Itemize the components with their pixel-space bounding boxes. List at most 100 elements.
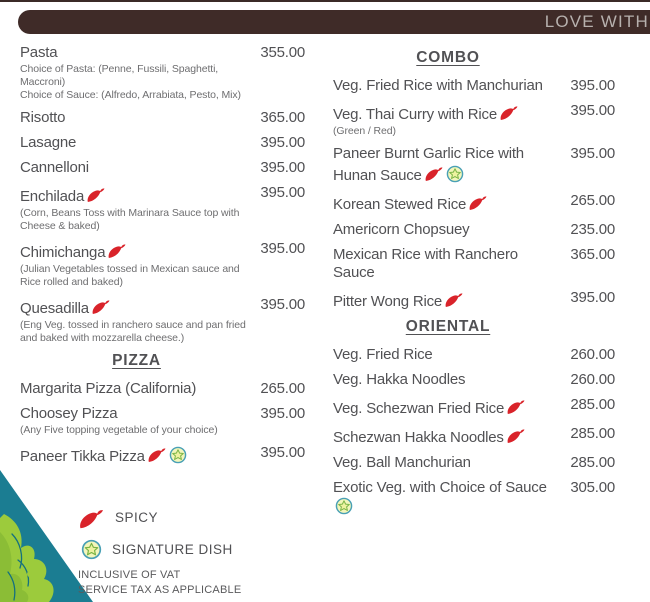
item-name: Exotic Veg. with Choice of Sauce: [333, 479, 547, 516]
spicy-icon: [469, 196, 487, 210]
tax-note-vat: INCLUSIVE OF VAT: [78, 569, 181, 581]
legend: SPICY SIGNATURE DISH INCLUSIVE OF VAT SE…: [78, 504, 241, 598]
item-name: Veg. Ball Manchurian: [333, 454, 471, 471]
section-heading: ORIENTAL: [405, 318, 491, 335]
spicy-icon: [507, 429, 525, 443]
spicy-icon: [108, 244, 126, 258]
plant-illustration: [0, 514, 54, 602]
spicy-icon: [445, 293, 463, 307]
banner-title: LOVE WITH: [544, 12, 649, 31]
item-name: Risotto: [20, 109, 66, 126]
item-name: Americorn Chopsuey: [333, 221, 470, 238]
item-price: 235.00: [570, 221, 615, 238]
signature-icon: [169, 446, 187, 464]
top-border-line: [0, 0, 650, 2]
menu-item: Enchilada (Corn, Beans Toss with Marinar…: [20, 184, 305, 233]
item-price: 305.00: [570, 479, 615, 496]
item-name: Veg. Thai Curry with Rice: [333, 106, 519, 123]
item-description: Choice of Pasta: (Penne, Fussili, Spaghe…: [20, 63, 241, 101]
corner-decoration: [0, 470, 93, 602]
spicy-icon: [92, 300, 110, 314]
spicy-label: SPICY: [115, 510, 159, 525]
item-price: 395.00: [260, 405, 305, 422]
item-name: Pasta: [20, 44, 58, 61]
section-heading: COMBO: [416, 49, 480, 66]
item-price: 395.00: [260, 444, 305, 461]
tax-note-service: SERVICE TAX AS APPLICABLE: [78, 584, 242, 596]
signature-label: SIGNATURE DISH: [112, 542, 233, 557]
item-price: 260.00: [570, 371, 615, 388]
spicy-icon: [87, 188, 105, 202]
item-name: Enchilada: [20, 188, 106, 205]
spicy-icon: [500, 106, 518, 120]
item-price: 395.00: [260, 184, 305, 201]
item-description: (Eng Veg. tossed in ranchero sauce and p…: [20, 319, 246, 344]
legend-spicy-row: SPICY: [78, 504, 241, 531]
item-name: Mexican Rice with Ranchero Sauce: [333, 246, 518, 281]
item-price: 395.00: [260, 296, 305, 313]
menu-item: Margarita Pizza (California) 265.00: [20, 380, 305, 398]
menu-item: Paneer Tikka Pizza 395.00: [20, 444, 305, 466]
item-price: 395.00: [570, 102, 615, 119]
menu-item: Veg. Ball Manchurian 285.00: [333, 454, 615, 472]
item-name: Pitter Wong Rice: [333, 293, 464, 310]
signature-icon: [81, 539, 102, 560]
menu-item: Chimichanga (Julian Vegetables tossed in…: [20, 240, 305, 289]
menu-item: Pasta Choice of Pasta: (Penne, Fussili, S…: [20, 44, 305, 102]
item-name: Margarita Pizza (California): [20, 380, 197, 397]
section-heading: PIZZA: [112, 352, 161, 369]
item-name: Cannelloni: [20, 159, 89, 176]
item-name: Veg. Fried Rice: [333, 346, 433, 363]
item-name: Schezwan Hakka Noodles: [333, 429, 526, 446]
item-description: (Julian Vegetables tossed in Mexican sau…: [20, 263, 240, 288]
menu-item: Veg. Thai Curry with Rice (Green / Red) 3…: [333, 102, 615, 138]
item-description: (Green / Red): [333, 125, 396, 137]
item-price: 265.00: [570, 192, 615, 209]
signature-icon: [335, 497, 353, 515]
item-price: 365.00: [260, 109, 305, 126]
item-price: 260.00: [570, 346, 615, 363]
menu-item: Schezwan Hakka Noodles 285.00: [333, 425, 615, 447]
menu-item: Exotic Veg. with Choice of Sauce 305.00: [333, 479, 615, 517]
tax-notes: INCLUSIVE OF VAT SERVICE TAX AS APPLICAB…: [78, 568, 241, 598]
menu-item: Choosey Pizza (Any Five topping vegetable…: [20, 405, 305, 437]
spicy-icon: [148, 448, 166, 462]
menu-item: Americorn Chopsuey 235.00: [333, 221, 615, 239]
item-price: 285.00: [570, 396, 615, 413]
item-description: (Corn, Beans Toss with Marinara Sauce to…: [20, 207, 240, 232]
item-description: (Any Five topping vegetable of your choi…: [20, 424, 218, 436]
item-name: Veg. Hakka Noodles: [333, 371, 466, 388]
menu-item: Cannelloni 395.00: [20, 159, 305, 177]
signature-icon: [446, 165, 463, 183]
menu-item: Paneer Burnt Garlic Rice with Hunan Sauc…: [333, 145, 615, 185]
menu-column-right: COMBO Veg. Fried Rice with Manchurian 395.…: [333, 46, 615, 524]
item-name: Lasagne: [20, 134, 77, 151]
menu-item: Veg. Hakka Noodles 260.00: [333, 371, 615, 389]
item-price: 395.00: [260, 159, 305, 176]
menu-column-left: Pasta Choice of Pasta: (Penne, Fussili, S…: [20, 44, 305, 473]
menu-item: Lasagne 395.00: [20, 134, 305, 152]
menu-item: Veg. Fried Rice 260.00: [333, 346, 615, 364]
item-price: 395.00: [570, 289, 615, 306]
item-price: 285.00: [570, 454, 615, 471]
header-banner: LOVE WITH: [18, 10, 650, 34]
item-name: Korean Stewed Rice: [333, 196, 488, 213]
menu-item: Mexican Rice with Ranchero Sauce 365.00: [333, 246, 615, 282]
item-price: 285.00: [570, 425, 615, 442]
item-name: Quesadilla: [20, 300, 111, 317]
spicy-icon: [425, 167, 443, 181]
item-price: 265.00: [260, 380, 305, 397]
item-name: Veg. Schezwan Fried Rice: [333, 400, 526, 417]
menu-item: Veg. Fried Rice with Manchurian 395.00: [333, 77, 615, 95]
menu-item: Veg. Schezwan Fried Rice 285.00: [333, 396, 615, 418]
item-price: 395.00: [260, 134, 305, 151]
item-price: 365.00: [570, 246, 615, 263]
item-price: 355.00: [260, 44, 305, 61]
menu-item: Pitter Wong Rice 395.00: [333, 289, 615, 311]
spicy-icon: [80, 510, 103, 529]
spicy-icon: [507, 400, 525, 414]
item-price: 395.00: [260, 240, 305, 257]
menu-item: Risotto 365.00: [20, 109, 305, 127]
item-name: Veg. Fried Rice with Manchurian: [333, 77, 543, 94]
legend-signature-row: SIGNATURE DISH: [78, 539, 241, 560]
